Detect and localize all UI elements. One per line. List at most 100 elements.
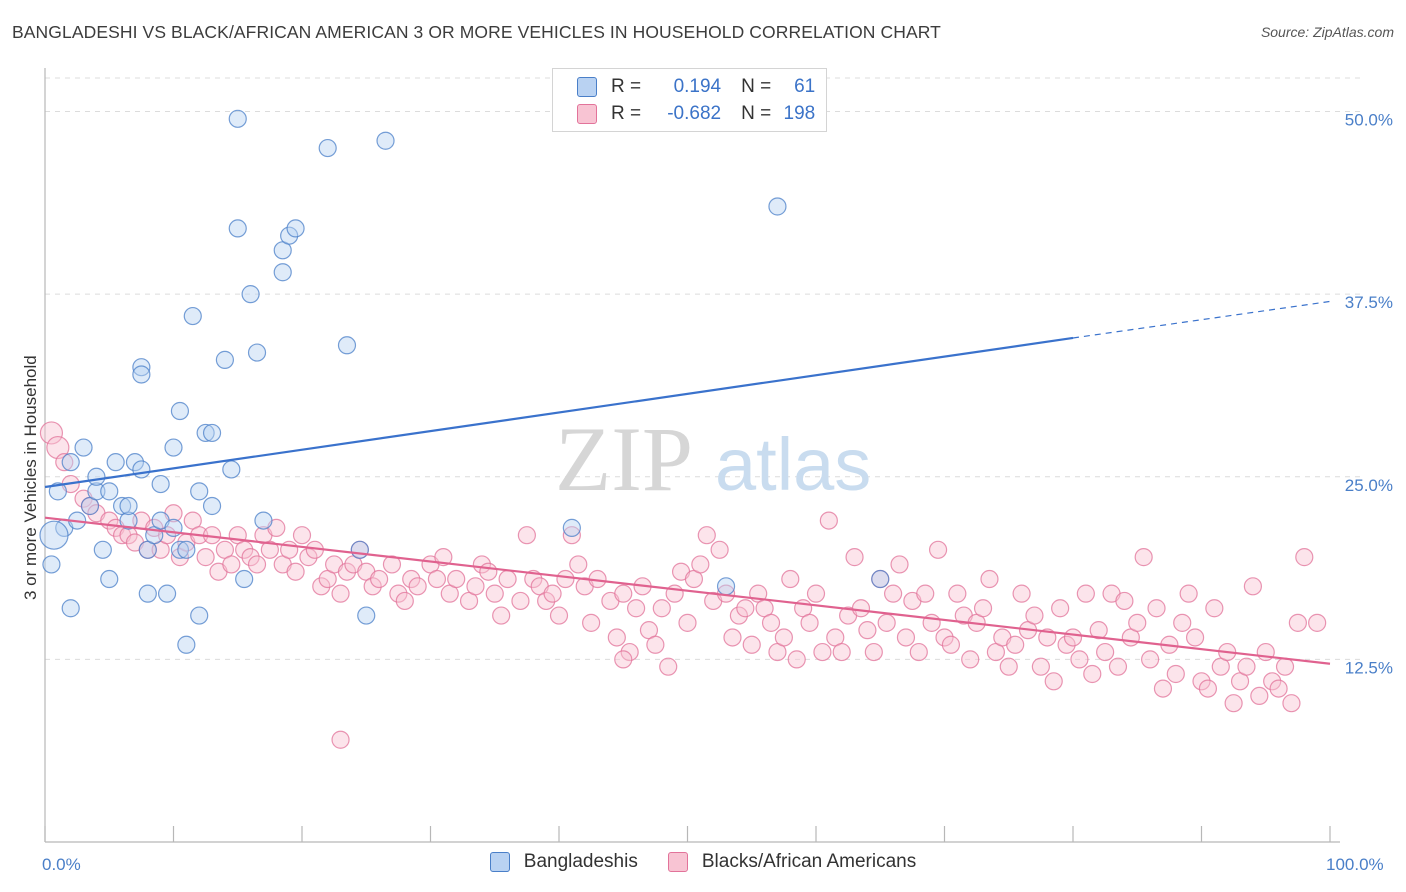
- legend-swatch-pink: [667, 852, 688, 872]
- black-african-american-point: [973, 599, 993, 618]
- bangladeshi-point: [183, 306, 202, 326]
- bangladeshi-point: [286, 219, 305, 238]
- black-african-american-point: [466, 577, 485, 596]
- black-african-american-point: [1031, 657, 1050, 676]
- black-african-american-point: [260, 540, 279, 559]
- legend-n-value: 198: [783, 103, 816, 124]
- black-african-american-point: [562, 526, 581, 545]
- trend-lines: [44, 300, 1331, 665]
- black-african-american-point: [723, 628, 742, 647]
- black-african-american-point: [331, 584, 350, 603]
- black-african-american-point: [1282, 694, 1301, 713]
- bangladeshi-point: [87, 467, 106, 486]
- bangladeshi-point: [215, 350, 234, 369]
- black-african-american-point: [697, 526, 716, 545]
- black-african-american-point: [729, 606, 749, 625]
- black-african-american-point: [402, 569, 421, 589]
- bangladeshi-point: [93, 540, 112, 559]
- black-african-american-point: [1224, 694, 1243, 713]
- black-african-american-point: [46, 435, 70, 460]
- black-african-american-point: [1063, 628, 1083, 647]
- black-african-american-point: [736, 599, 755, 618]
- bangladeshi-point: [350, 540, 369, 559]
- black-african-american-point: [549, 606, 569, 625]
- black-african-american-point: [832, 642, 851, 662]
- black-african-american-point: [247, 555, 267, 574]
- series-legend-bangladeshis[interactable]: Bangladeshis: [489, 851, 638, 873]
- black-african-american-point: [492, 606, 511, 625]
- black-african-american-point: [1275, 657, 1295, 676]
- black-african-american-point: [948, 584, 967, 603]
- legend-row-black: R = -0.682 N = 198: [577, 101, 815, 127]
- watermark: ZIP atlas: [555, 408, 871, 510]
- black-african-american-point: [569, 555, 588, 574]
- bangladeshi-trend-extension: [1072, 300, 1331, 339]
- black-african-american-point: [652, 599, 671, 618]
- black-african-american-point: [556, 569, 575, 589]
- black-african-american-point: [1083, 664, 1102, 684]
- bangladeshi-point: [132, 365, 151, 384]
- bangladeshi-point: [119, 496, 138, 516]
- black-african-american-point: [896, 628, 916, 647]
- black-african-american-point: [55, 453, 74, 472]
- black-african-american-point: [916, 584, 935, 603]
- legend-r-value: -0.682: [667, 103, 722, 124]
- bangladeshi-point: [222, 460, 241, 479]
- x-tick-min: 0.0%: [42, 855, 81, 874]
- black-african-american-point: [1198, 679, 1218, 698]
- bangladeshi-point: [177, 540, 196, 559]
- source-label: Source: ZipAtlas.com: [1260, 24, 1394, 40]
- black-african-american-point: [614, 650, 633, 669]
- black-african-american-point: [485, 584, 504, 603]
- black-african-american-point: [961, 650, 980, 669]
- black-african-american-point: [691, 555, 710, 574]
- bangladeshi-point: [871, 569, 890, 589]
- black-african-american-point: [781, 569, 800, 589]
- watermark-zip: ZIP: [555, 408, 693, 510]
- bangladeshi-point: [190, 482, 209, 501]
- black-african-american-point: [241, 548, 260, 567]
- bangladeshi-point: [247, 343, 267, 362]
- bangladeshi-point: [228, 219, 247, 238]
- black-african-american-point: [370, 569, 389, 589]
- chart-title: BANGLADESHI VS BLACK/AFRICAN AMERICAN 3 …: [12, 22, 941, 42]
- black-african-american-point: [626, 599, 646, 618]
- bangladeshi-point: [716, 577, 736, 596]
- black-african-american-point: [1250, 686, 1269, 706]
- black-african-american-point: [511, 591, 530, 611]
- bangladeshi-point: [768, 197, 787, 216]
- black-african-american-point: [312, 577, 331, 596]
- black-african-american-point: [999, 657, 1018, 676]
- y-axis-label: 3 or more Vehicles in Household: [21, 355, 40, 600]
- black-african-american-point: [363, 577, 382, 596]
- y-tick-labels: 12.5% 25.0% 37.5% 50.0%: [1345, 111, 1393, 678]
- black-african-american-point: [1173, 613, 1192, 632]
- legend-r-label: R =: [611, 76, 642, 97]
- bangladeshi-point: [61, 453, 80, 472]
- y-tick-label: 25.0%: [1345, 476, 1393, 495]
- black-african-american-point: [858, 621, 877, 640]
- black-african-american-point: [941, 635, 961, 654]
- black-african-american-point: [1237, 657, 1256, 676]
- legend-n-label: N =: [741, 76, 772, 97]
- black-african-american-point: [813, 642, 832, 662]
- black-african-american-point: [819, 511, 838, 530]
- series-legend: Bangladeshis Blacks/African Americans: [0, 851, 1406, 873]
- bangladeshi-point: [132, 358, 151, 377]
- black-african-american-point: [498, 569, 517, 589]
- black-african-american-point: [39, 421, 64, 445]
- bangladeshi-point: [157, 584, 177, 603]
- black-african-american-point: [1205, 599, 1224, 618]
- black-african-american-point: [434, 548, 453, 567]
- black-african-american-point: [806, 584, 826, 603]
- bangladeshi-point: [39, 520, 69, 550]
- black-african-american-point: [292, 526, 312, 545]
- bangladeshi-point: [235, 569, 254, 589]
- black-african-american-point: [395, 591, 414, 611]
- bangladeshi-point: [177, 635, 196, 654]
- bangladeshi-trend-line: [44, 336, 1074, 489]
- series-legend-black-african-americans[interactable]: Blacks/African Americans: [667, 851, 916, 873]
- black-african-american-point: [928, 540, 948, 559]
- bangladeshi-point: [100, 569, 119, 589]
- bangladeshi-point: [190, 606, 209, 625]
